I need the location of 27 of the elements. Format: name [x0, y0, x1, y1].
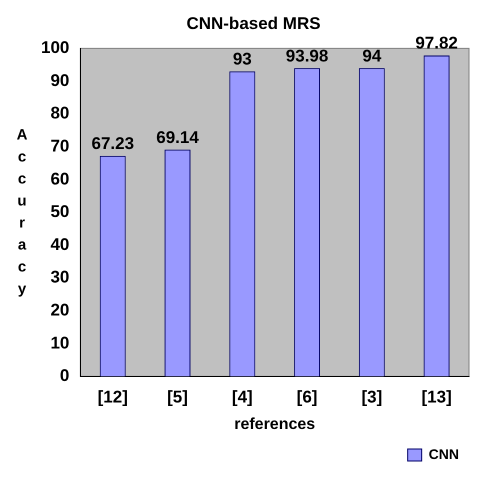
data-label: 94 [362, 46, 382, 66]
y-tick-label: 90 [50, 70, 70, 90]
x-tick-label: [13] [421, 387, 452, 406]
x-tick-label: [4] [232, 387, 253, 406]
y-tick-label: 30 [50, 268, 70, 287]
data-label: 69.14 [156, 128, 200, 147]
y-tick-label: 10 [50, 333, 70, 352]
y-tick-label: 80 [50, 104, 70, 123]
y-tick-label: 60 [50, 169, 70, 188]
x-tick-label: [6] [296, 387, 318, 406]
x-axis-title: references [234, 416, 316, 433]
data-label: 93 [232, 50, 252, 69]
x-tick-label: [12] [98, 387, 128, 406]
y-tick-label: 70 [50, 136, 70, 156]
y-tick-label: 0 [60, 366, 70, 386]
data-label: 97.82 [415, 34, 458, 53]
y-tick-label: 100 [40, 38, 70, 58]
y-tick-label: 50 [50, 202, 70, 222]
x-tick-label: [5] [167, 387, 188, 406]
y-axis-title: Accuracy [16, 126, 28, 298]
data-label: 67.23 [91, 134, 134, 154]
x-tick-label: [3] [361, 387, 382, 406]
y-tick-label: 40 [50, 234, 70, 254]
data-label: 93.98 [286, 46, 328, 66]
chart-title: CNN-based MRS [186, 14, 321, 33]
y-tick-label: 20 [50, 300, 70, 320]
legend-label: CNN [428, 446, 460, 462]
